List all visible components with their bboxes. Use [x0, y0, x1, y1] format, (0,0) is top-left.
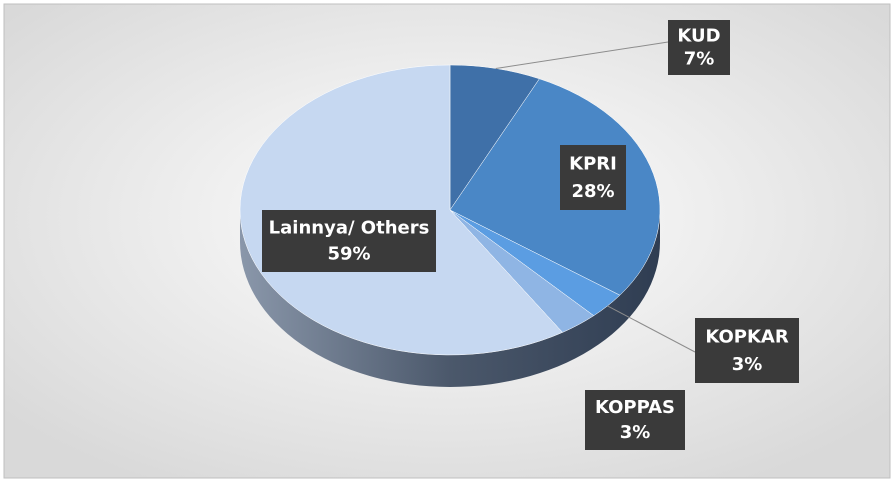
pie-slice: [449, 78, 661, 296]
label-box: [695, 318, 799, 383]
label-name: KOPKAR: [705, 327, 789, 348]
label-name: KOPPAS: [595, 397, 675, 418]
leader-line: [607, 305, 696, 353]
label-box: [560, 145, 626, 210]
pie-slice: [239, 64, 563, 356]
label-box: [262, 210, 436, 272]
data-label: 3%: [732, 354, 763, 375]
data-label: 3%: [620, 422, 651, 443]
pie-side: [240, 210, 660, 387]
label-name: Lainnya/ Others: [269, 218, 430, 239]
data-label: 28%: [571, 181, 614, 202]
pie: [239, 64, 661, 387]
label-box: [585, 390, 685, 450]
leader-line: [495, 41, 669, 69]
label-name: KPRI: [569, 154, 617, 175]
label-box: [668, 20, 730, 75]
data-label: 7%: [684, 49, 715, 70]
label-name: KUD: [677, 26, 720, 47]
data-label: 59%: [327, 244, 370, 265]
